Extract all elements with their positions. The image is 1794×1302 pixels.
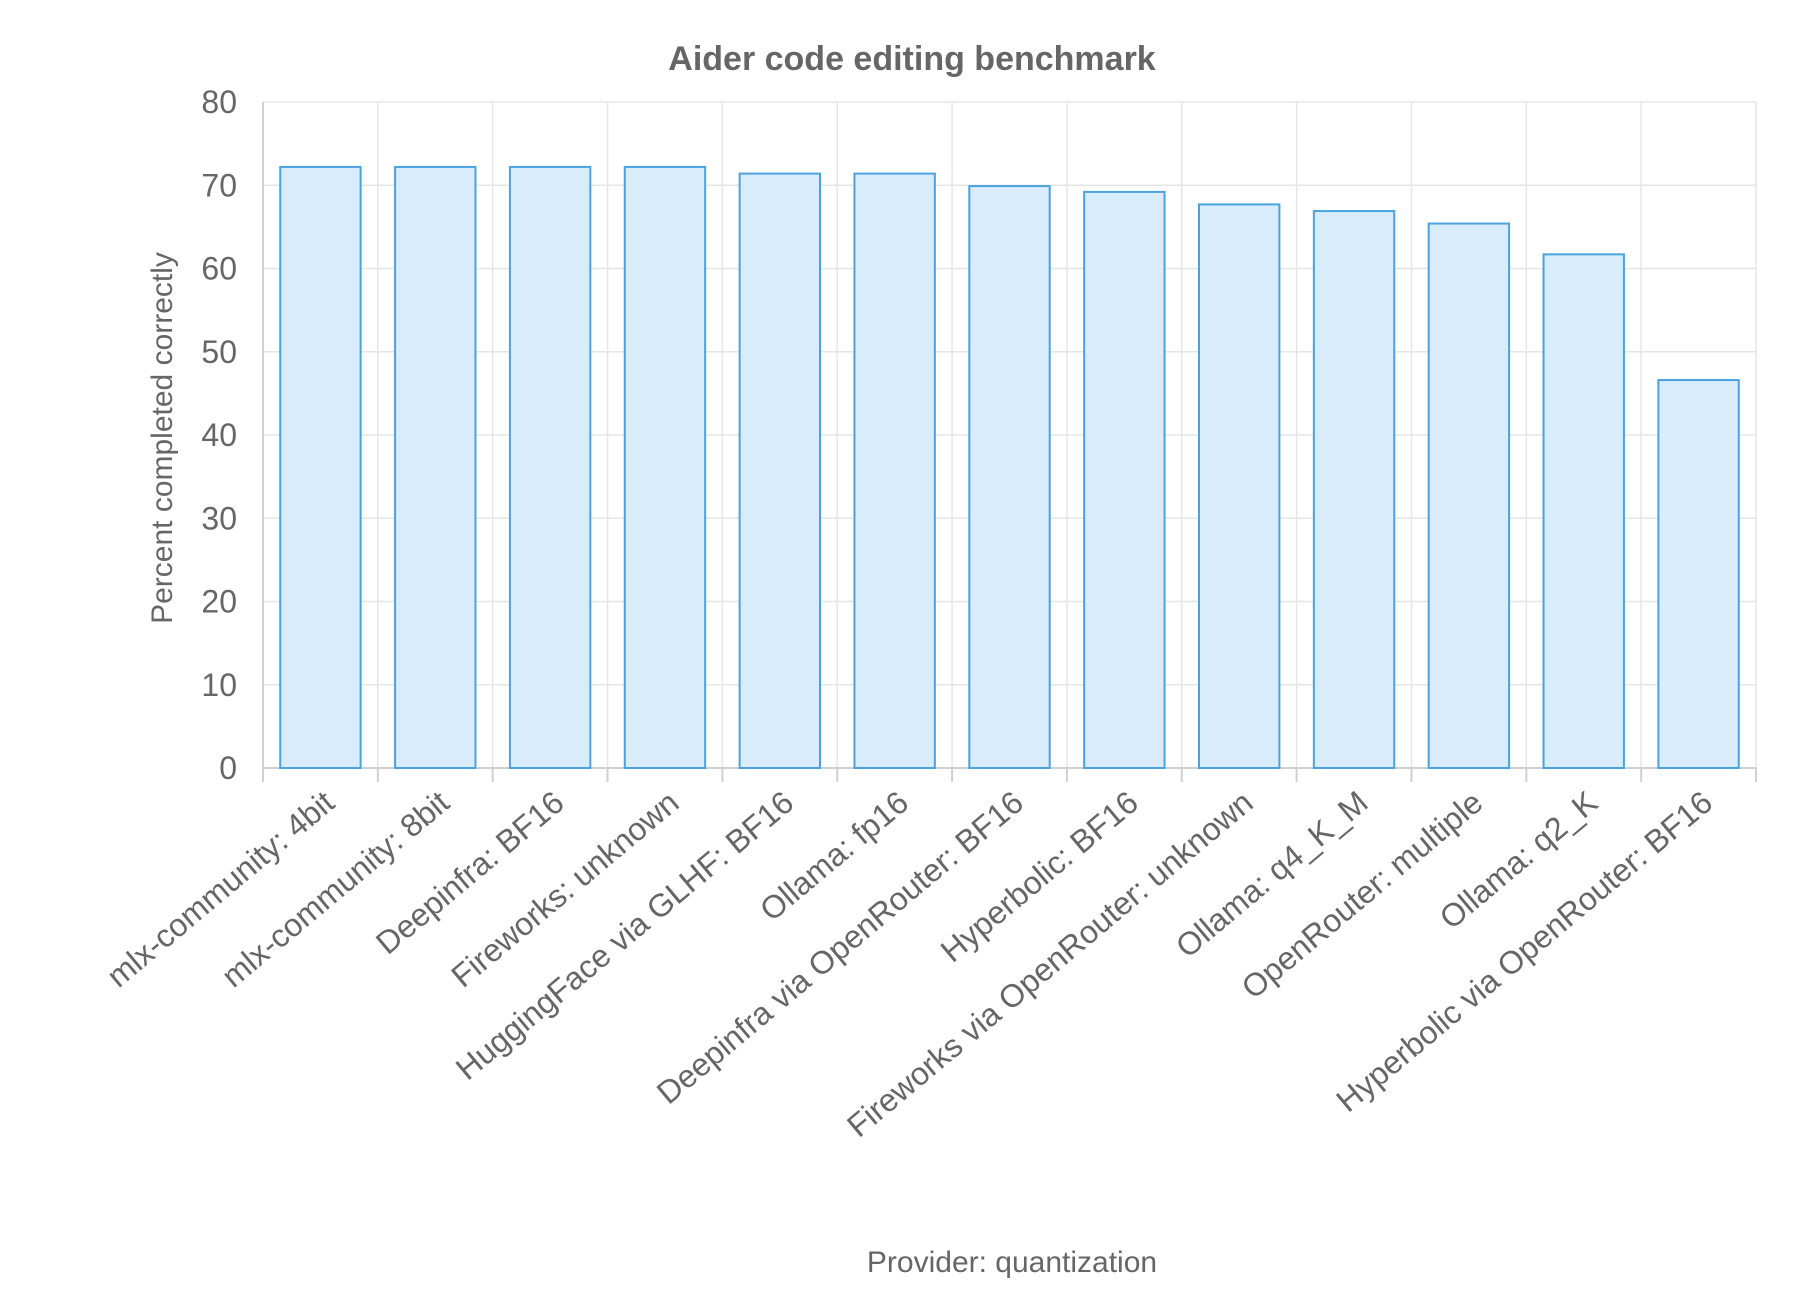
chart-title: Aider code editing benchmark [668,40,1156,78]
bar[interactable] [1542,253,1625,770]
y-tick-label: 60 [201,251,237,287]
bar[interactable] [1083,190,1166,770]
bar[interactable] [1657,379,1740,769]
y-tick-label: 50 [201,334,237,370]
x-category-label: Hyperbolic: BF16 [934,784,1145,969]
bar[interactable] [853,172,936,770]
x-category-label: Deepinfra: BF16 [369,784,571,961]
bar[interactable] [508,165,592,769]
bar[interactable] [394,165,477,769]
y-tick-label: 10 [201,667,237,703]
bar[interactable] [1427,222,1511,770]
bar[interactable] [738,172,822,770]
x-category-label: Ollama: q4_K_M [1169,784,1375,965]
bar[interactable] [279,165,362,769]
y-axis-ticks: 0 10 20 30 40 50 60 70 80 [201,84,237,786]
bar[interactable] [1197,203,1281,769]
y-axis-label: Percent completed correctly [146,252,179,624]
bars [279,165,1740,770]
y-tick-label: 80 [201,84,237,120]
y-tick-label: 40 [201,417,237,453]
bar[interactable] [968,185,1051,769]
y-tick-label: 20 [201,584,237,620]
bar[interactable] [1312,210,1396,769]
x-axis-label: Provider: quantization [867,1246,1157,1279]
bar[interactable] [623,165,707,769]
y-tick-label: 0 [219,750,237,786]
y-tick-label: 70 [201,167,237,203]
x-category-label: Fireworks via OpenRouter: unknown [840,784,1260,1144]
y-tick-label: 30 [201,500,237,536]
